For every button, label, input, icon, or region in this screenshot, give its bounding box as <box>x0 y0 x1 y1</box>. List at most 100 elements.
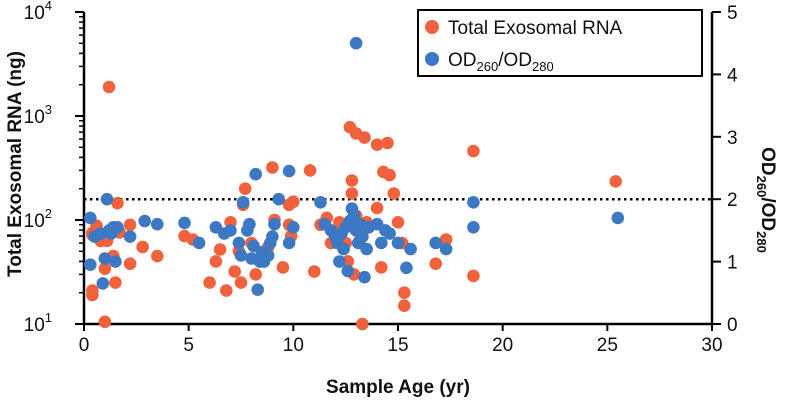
data-point-od <box>337 242 350 256</box>
data-point-od <box>109 255 122 268</box>
data-point-od <box>98 252 112 265</box>
x-tick-label: 25 <box>597 335 618 356</box>
data-point-rna <box>98 262 112 276</box>
data-point-od <box>282 236 296 250</box>
legend-marker-rna <box>425 20 439 34</box>
x-axis-title: Sample Age (yr) <box>326 377 470 398</box>
data-point-od <box>243 217 256 231</box>
data-points-layer <box>84 36 625 331</box>
data-point-od <box>178 216 191 230</box>
x-tick-label: 0 <box>79 335 90 356</box>
legend-box <box>417 9 703 77</box>
data-point-od <box>251 283 264 297</box>
right-y-tick-label: 0 <box>727 315 738 336</box>
data-point-rna <box>303 164 317 177</box>
data-point-od <box>333 255 346 268</box>
right-y-tick-label: 5 <box>727 3 738 24</box>
data-point-od <box>356 230 369 243</box>
right-y-axis-title: OD260/OD280 <box>754 147 778 253</box>
left-y-tick-label: 104 <box>24 0 52 24</box>
data-point-rna <box>213 243 227 256</box>
data-point-od <box>84 211 97 225</box>
tick-exponent: 1 <box>45 310 52 325</box>
data-point-rna <box>381 136 394 150</box>
data-point-od <box>224 224 237 237</box>
data-point-rna <box>391 216 405 229</box>
data-point-rna <box>266 161 279 174</box>
tick-base: 10 <box>24 107 45 128</box>
right-y-tick-label: 3 <box>727 128 738 149</box>
left-y-axis-title: Total Exosomal RNA (ng) <box>5 51 26 277</box>
x-tick-label: 30 <box>701 335 722 356</box>
data-point-rna <box>203 276 216 289</box>
data-point-rna <box>609 175 622 188</box>
x-tick-label: 10 <box>283 335 304 356</box>
left-y-tick-label: 101 <box>24 310 52 336</box>
right-y-tick-label: 2 <box>727 190 738 211</box>
data-point-rna <box>220 284 233 297</box>
data-point-rna <box>102 80 116 94</box>
legend-od-sub1: 260 <box>477 59 499 74</box>
data-point-od <box>404 242 417 256</box>
right-y-axis-title-mid: /OD <box>757 197 778 231</box>
data-point-rna <box>398 286 411 300</box>
left-y-tick-label: 103 <box>24 102 52 128</box>
data-point-od <box>400 261 413 275</box>
legend-od-sub2: 280 <box>532 59 554 74</box>
data-point-od <box>439 242 453 256</box>
data-point-od <box>287 221 300 234</box>
data-point-od <box>314 196 327 209</box>
data-point-od <box>84 258 97 272</box>
data-point-od <box>467 196 480 209</box>
data-point-od <box>467 221 480 234</box>
data-point-rna <box>358 131 371 144</box>
right-y-axis-ticks: 0 1 2 3 4 5 <box>712 3 738 336</box>
data-point-rna <box>383 168 396 182</box>
data-point-rna <box>287 195 300 208</box>
data-point-rna <box>234 276 248 289</box>
legend-label-rna: Total Exosomal RNA <box>448 18 623 39</box>
data-point-od <box>282 164 296 178</box>
legend: Total Exosomal RNA OD260/OD280 <box>417 9 703 77</box>
data-point-od <box>266 230 279 243</box>
data-point-rna <box>111 196 124 210</box>
x-tick-label: 5 <box>183 335 194 356</box>
data-point-od <box>100 192 114 206</box>
legend-marker-od <box>425 52 439 66</box>
data-point-od <box>358 270 371 284</box>
data-point-rna <box>387 187 401 200</box>
data-point-od <box>272 192 286 206</box>
data-point-rna <box>370 138 384 151</box>
data-point-od <box>347 208 361 222</box>
data-point-od <box>234 249 248 262</box>
data-point-rna <box>123 257 137 271</box>
legend-label-od: OD260/OD280 <box>448 50 554 74</box>
data-point-rna <box>136 240 149 254</box>
tick-exponent: 4 <box>45 0 52 13</box>
x-tick-label: 15 <box>387 335 408 356</box>
tick-base: 10 <box>24 3 45 24</box>
data-point-od <box>151 217 164 231</box>
x-tick-label: 20 <box>492 335 513 356</box>
legend-od-base: OD <box>448 50 477 71</box>
data-point-rna <box>308 265 321 278</box>
data-point-rna <box>209 255 223 268</box>
data-point-rna <box>398 299 411 313</box>
data-point-od <box>261 249 275 262</box>
data-point-rna <box>109 276 122 289</box>
data-point-rna <box>151 249 164 263</box>
data-point-od <box>138 214 151 228</box>
data-point-od <box>611 211 625 225</box>
data-point-od <box>429 236 443 250</box>
data-point-rna <box>276 261 290 274</box>
data-point-rna <box>249 268 262 281</box>
data-point-od <box>268 217 281 231</box>
right-y-axis-title-base: OD <box>757 147 778 176</box>
data-point-od <box>123 230 137 243</box>
data-point-od <box>375 236 388 250</box>
data-point-od <box>249 167 262 181</box>
right-y-tick-label: 1 <box>727 253 738 274</box>
data-point-od <box>360 242 373 256</box>
